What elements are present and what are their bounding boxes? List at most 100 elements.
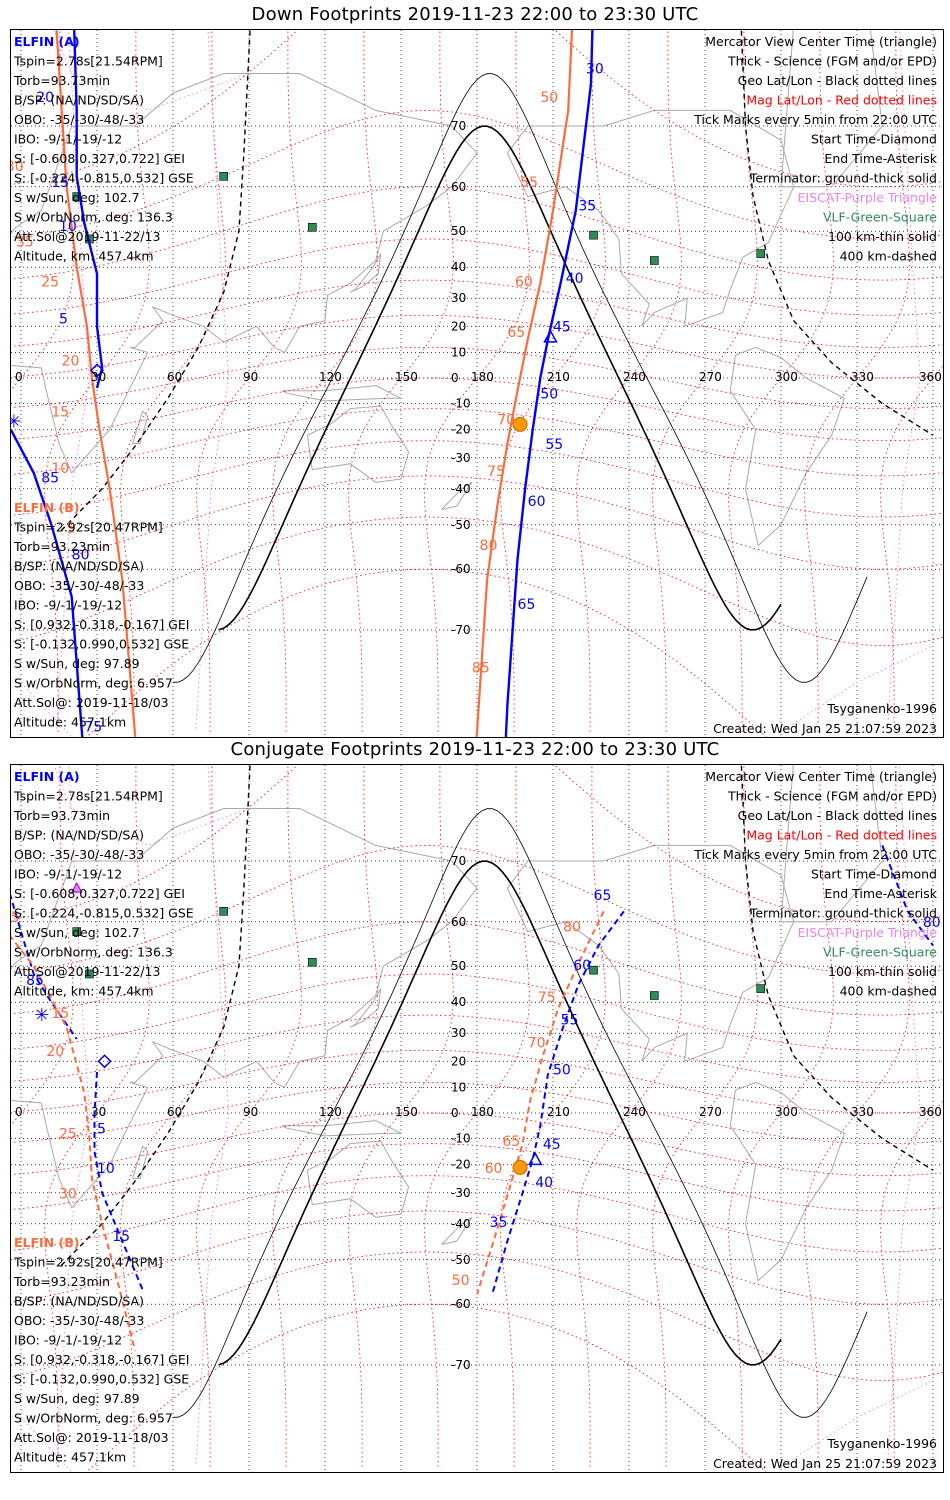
elfin-a-header: ELFIN (A) bbox=[14, 34, 80, 49]
end-asterisk: ✳ bbox=[11, 412, 21, 433]
legend-item: Tick Marks every 5min from 22:00 UTC bbox=[693, 112, 937, 127]
vlf-green-square bbox=[308, 957, 317, 967]
lat-axis-label: 30 bbox=[451, 1026, 466, 1040]
elfin-a-info-line: S w/Sun, deg: 102.7 bbox=[14, 925, 140, 940]
legend-item: Thick - Science (FGM and/or EPD) bbox=[727, 789, 937, 804]
mag-meridian bbox=[424, 765, 530, 1467]
legend-item: 400 km-dashed bbox=[840, 249, 937, 264]
track-tick-label: 70 bbox=[528, 1036, 546, 1052]
start-diamond bbox=[97, 1054, 112, 1069]
lat-axis-label: -10 bbox=[451, 396, 471, 410]
lat-axis-label: 50 bbox=[451, 224, 466, 238]
elfin-a-info-line: B/SP: (NA/ND/SD/SA) bbox=[14, 828, 144, 843]
mag-meridian bbox=[652, 765, 758, 1467]
elfin-a-info-line: S: [-0.608,0.327,0.722] GEI bbox=[14, 151, 185, 166]
lat-axis-label: 70 bbox=[451, 119, 466, 133]
track-tick-label: 25 bbox=[41, 274, 59, 290]
elfin-a-info-line: Att.Sol@2019-11-22/13 bbox=[14, 229, 160, 244]
track-tick-label: 65 bbox=[518, 597, 536, 613]
mag-parallel bbox=[85, 568, 767, 737]
track-tick-label: 80 bbox=[563, 920, 581, 936]
track-tick-label: 50 bbox=[452, 1273, 470, 1289]
elfin-b-header: ELFIN (B) bbox=[14, 500, 79, 515]
track-tick-label: 50 bbox=[540, 90, 558, 106]
vlf-green-square bbox=[589, 965, 598, 975]
coastline bbox=[506, 844, 795, 1063]
elfin-a-info-line: S: [-0.224,-0.815,0.532] GSE bbox=[14, 906, 194, 921]
elfin-b-info-line: B/SP: (NA/ND/SD/SA) bbox=[14, 559, 144, 574]
end-asterisk: ✳ bbox=[34, 1005, 49, 1026]
elfin-a-track bbox=[72, 30, 104, 389]
legend-item: Terminator: ground-thick solid bbox=[749, 171, 937, 186]
elfin-a-info-line: IBO: -9/-1/-19/-12 bbox=[14, 867, 122, 882]
model-label: Tsyganenko-1996 bbox=[826, 701, 937, 716]
eiscat-ring bbox=[780, 1380, 934, 1468]
track-tick-label: 85 bbox=[41, 470, 59, 486]
mag-parallel bbox=[11, 346, 943, 410]
coastline bbox=[729, 346, 845, 547]
mag-parallel bbox=[85, 1303, 767, 1472]
model-label: Tsyganenko-1996 bbox=[826, 1436, 937, 1451]
track-tick-label: 5 bbox=[97, 1121, 106, 1137]
track-tick-label: 5 bbox=[59, 312, 68, 328]
lat-axis-label: -30 bbox=[451, 451, 471, 465]
track-tick-label: 70 bbox=[497, 412, 515, 428]
mag-parallel bbox=[11, 377, 943, 442]
mag-meridian bbox=[44, 765, 150, 1467]
coastline bbox=[281, 385, 402, 402]
eiscat-ring bbox=[20, 1417, 73, 1472]
conjugate-footprints-panel: ✳ 5 85 15 20 5 25 10 30 15 65 80 60 75 55 70 50 65 45 60 40 3… bbox=[10, 764, 944, 1473]
conjugate-title: Conjugate Footprints 2019-11-23 22:00 to… bbox=[230, 739, 720, 760]
coastline bbox=[306, 1140, 410, 1218]
mag-meridian bbox=[880, 365, 943, 732]
elfin-a-info-line: S: [-0.224,-0.815,0.532] GSE bbox=[14, 171, 194, 186]
track-tick-label: 75 bbox=[538, 990, 556, 1006]
mag-meridian bbox=[880, 1100, 943, 1467]
legend-item: Start Time-Diamond bbox=[811, 132, 937, 147]
track-tick-label: 10 bbox=[59, 219, 77, 235]
mag-meridian bbox=[804, 765, 910, 1467]
track-tick-label: 15 bbox=[51, 404, 69, 420]
elfin-b-info-line: S w/Sun, deg: 97.89 bbox=[14, 656, 140, 671]
sun-icon bbox=[512, 1159, 528, 1175]
legend-item: End Time-Asterisk bbox=[824, 886, 937, 901]
lat-axis-label: -20 bbox=[451, 1158, 471, 1172]
vlf-green-square bbox=[756, 249, 766, 258]
track-tick-label: 30 bbox=[59, 1187, 77, 1203]
vlf-green-square bbox=[219, 172, 228, 181]
track-tick-label: 45 bbox=[553, 320, 571, 336]
mag-parallel bbox=[11, 109, 943, 240]
created-label: Created: Wed Jan 25 21:07:59 2023 bbox=[713, 1456, 937, 1471]
mag-parallel bbox=[11, 1251, 943, 1382]
track-tick-label: 60 bbox=[515, 274, 533, 290]
elfin-a-info-line: Torb=93.73min bbox=[13, 73, 110, 88]
lat-axis-label: 70 bbox=[451, 854, 466, 868]
coastline bbox=[780, 765, 883, 923]
lat-axis-label: -50 bbox=[451, 1253, 471, 1267]
coastline bbox=[132, 1145, 149, 1179]
lon-axis-label: 300 bbox=[775, 370, 798, 384]
lon-axis-label: 270 bbox=[699, 370, 722, 384]
legend-item: VLF-Green-Square bbox=[823, 210, 937, 225]
elfin-b-info-line: Att.Sol@: 2019-11-18/03 bbox=[14, 1430, 169, 1445]
lat-axis-label: 10 bbox=[451, 1081, 466, 1095]
lon-axis-label: 240 bbox=[623, 1105, 646, 1119]
elfin-b-info-line: S: [-0.132,0.990,0.532] GSE bbox=[14, 637, 189, 652]
lon-axis-label: 270 bbox=[699, 1105, 722, 1119]
elfin-b-track bbox=[55, 30, 137, 737]
elfin-a-track bbox=[491, 910, 625, 1295]
lon-axis-label: 330 bbox=[851, 1105, 874, 1119]
track-tick-label: 55 bbox=[520, 175, 538, 191]
coastline bbox=[350, 988, 382, 1028]
track-tick-label: 65 bbox=[507, 325, 525, 341]
view-center-triangle bbox=[528, 1151, 543, 1166]
legend-item: Geo Lat/Lon - Black dotted lines bbox=[738, 808, 937, 823]
elfin-b-info-line: Tspin=2.92s[20.47RPM] bbox=[13, 1255, 163, 1270]
coastline bbox=[780, 30, 883, 188]
lat-axis-label: -60 bbox=[451, 562, 471, 576]
terminator-100km bbox=[172, 73, 868, 683]
lon-axis-label: 150 bbox=[395, 1105, 418, 1119]
track-tick-label: 55 bbox=[545, 437, 563, 453]
vlf-green-square bbox=[650, 256, 659, 265]
lon-axis-label: 30 bbox=[91, 370, 106, 384]
